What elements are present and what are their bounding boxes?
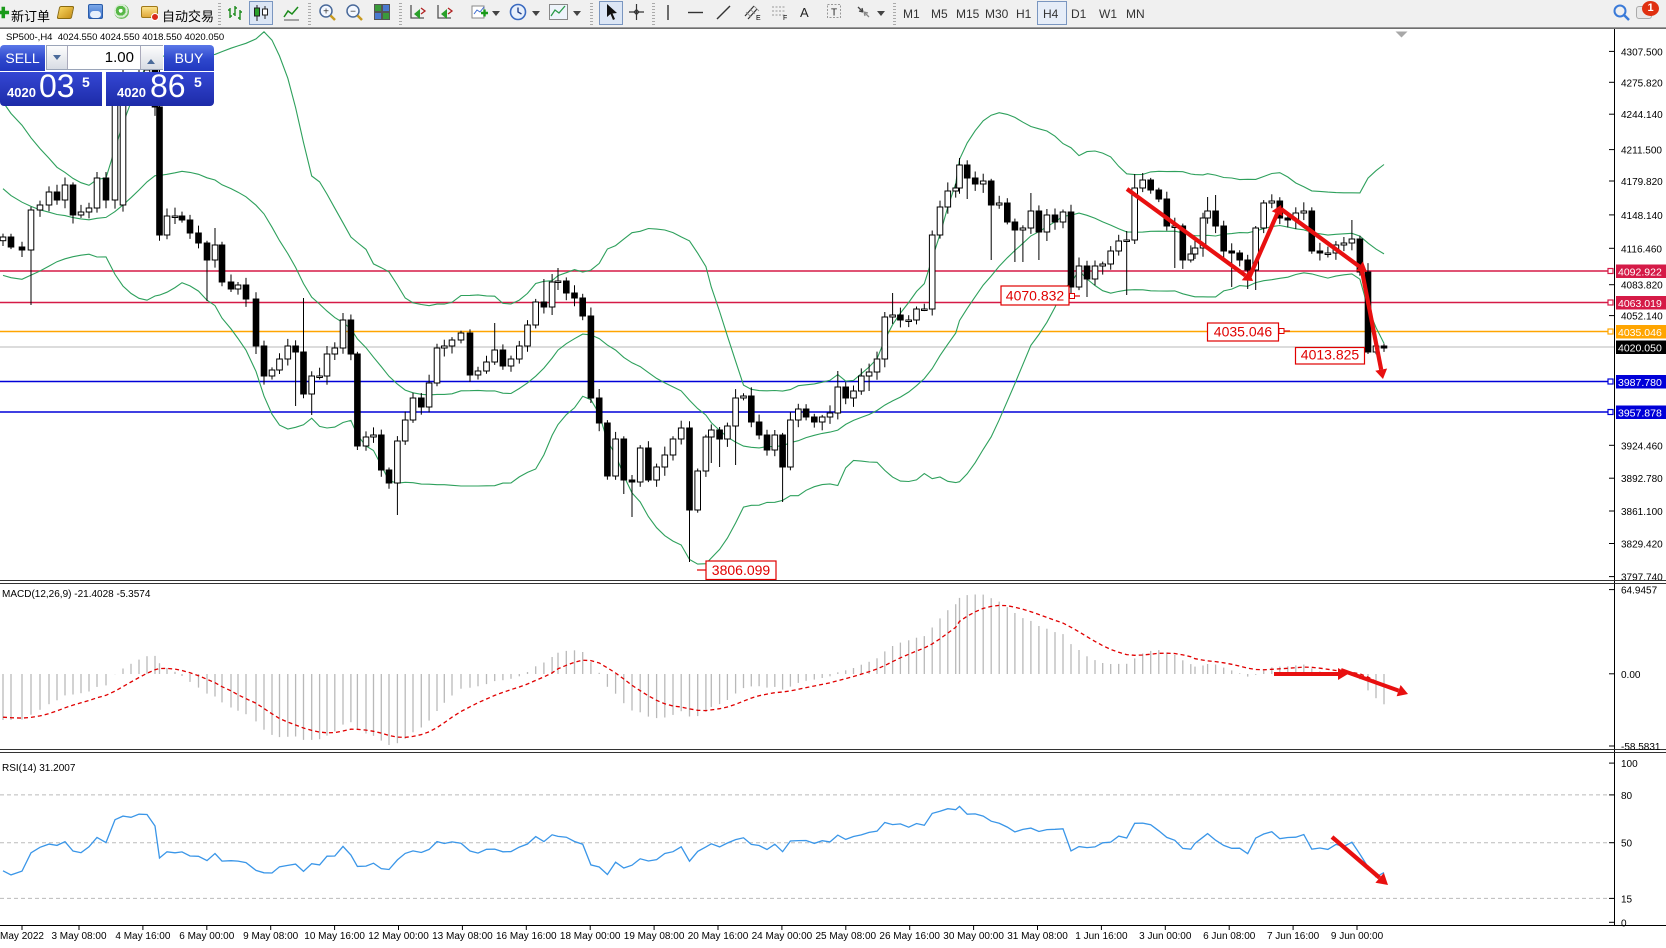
svg-text:4275.820: 4275.820: [1621, 78, 1663, 89]
svg-text:1 Jun 16:00: 1 Jun 16:00: [1075, 931, 1128, 942]
svg-text:May 2022: May 2022: [0, 931, 44, 942]
svg-text:3924.460: 3924.460: [1621, 441, 1663, 452]
svg-text:4035.046: 4035.046: [1214, 324, 1273, 340]
svg-text:4179.820: 4179.820: [1621, 177, 1663, 188]
svg-text:64.9457: 64.9457: [1621, 586, 1658, 597]
svg-text:15: 15: [1621, 894, 1633, 905]
svg-text:4020.050: 4020.050: [1618, 343, 1662, 355]
svg-text:100: 100: [1621, 759, 1638, 770]
svg-text:MACD(12,26,9) -21.4028 -5.3574: MACD(12,26,9) -21.4028 -5.3574: [2, 589, 151, 600]
svg-text:6 May 00:00: 6 May 00:00: [179, 931, 234, 942]
svg-text:31 May 08:00: 31 May 08:00: [1007, 931, 1068, 942]
svg-text:3861.100: 3861.100: [1621, 507, 1663, 518]
svg-text:4070.832: 4070.832: [1006, 288, 1065, 304]
svg-text:T: T: [831, 8, 837, 19]
svg-text:RSI(14) 31.2007: RSI(14) 31.2007: [2, 763, 76, 774]
svg-text:3 May 08:00: 3 May 08:00: [51, 931, 106, 942]
svg-text:50: 50: [1621, 839, 1633, 850]
svg-text:4035.046: 4035.046: [1618, 327, 1662, 339]
svg-text:9 Jun 00:00: 9 Jun 00:00: [1331, 931, 1384, 942]
svg-text:4116.460: 4116.460: [1621, 244, 1662, 255]
svg-text:18 May 00:00: 18 May 00:00: [560, 931, 621, 942]
svg-text:12 May 00:00: 12 May 00:00: [368, 931, 429, 942]
svg-text:0.00: 0.00: [1621, 670, 1641, 681]
svg-text:0: 0: [1621, 918, 1627, 929]
svg-text:7 Jun 16:00: 7 Jun 16:00: [1267, 931, 1320, 942]
svg-text:4 May 16:00: 4 May 16:00: [115, 931, 170, 942]
svg-text:16 May 16:00: 16 May 16:00: [496, 931, 557, 942]
svg-text:80: 80: [1621, 791, 1633, 802]
svg-text:26 May 16:00: 26 May 16:00: [879, 931, 940, 942]
svg-text:9 May 08:00: 9 May 08:00: [243, 931, 298, 942]
svg-text:4092.922: 4092.922: [1618, 267, 1662, 279]
svg-text:3957.878: 3957.878: [1618, 408, 1662, 420]
svg-text:4148.140: 4148.140: [1621, 211, 1663, 222]
svg-text:F: F: [783, 15, 787, 21]
svg-text:4052.140: 4052.140: [1621, 312, 1663, 323]
svg-text:-58.5831: -58.5831: [1621, 742, 1661, 753]
svg-text:10 May 16:00: 10 May 16:00: [304, 931, 365, 942]
svg-text:24 May 00:00: 24 May 00:00: [752, 931, 813, 942]
svg-text:13 May 08:00: 13 May 08:00: [432, 931, 493, 942]
svg-text:4307.500: 4307.500: [1621, 47, 1663, 58]
svg-text:3987.780: 3987.780: [1618, 377, 1662, 389]
svg-text:3829.420: 3829.420: [1621, 540, 1663, 551]
svg-text:−: −: [350, 7, 356, 18]
svg-text:3 Jun 00:00: 3 Jun 00:00: [1139, 931, 1192, 942]
svg-text:25 May 08:00: 25 May 08:00: [815, 931, 876, 942]
svg-text:30 May 00:00: 30 May 00:00: [943, 931, 1004, 942]
svg-text:4063.019: 4063.019: [1618, 298, 1662, 310]
svg-text:4211.500: 4211.500: [1621, 146, 1662, 157]
svg-text:19 May 08:00: 19 May 08:00: [624, 931, 685, 942]
svg-text:+: +: [323, 7, 329, 18]
svg-text:20 May 16:00: 20 May 16:00: [688, 931, 749, 942]
svg-text:6 Jun 08:00: 6 Jun 08:00: [1203, 931, 1256, 942]
svg-text:SP500-,H4 4024.550 4024.550 4: SP500-,H4 4024.550 4024.550 4018.550 402…: [6, 32, 224, 43]
svg-text:3806.099: 3806.099: [712, 562, 771, 578]
svg-text:4244.140: 4244.140: [1621, 110, 1663, 121]
svg-text:4013.825: 4013.825: [1301, 347, 1360, 363]
svg-text:3892.780: 3892.780: [1621, 474, 1663, 485]
svg-text:3797.740: 3797.740: [1621, 573, 1663, 584]
svg-text:E: E: [756, 15, 761, 21]
svg-text:4083.820: 4083.820: [1621, 281, 1663, 292]
